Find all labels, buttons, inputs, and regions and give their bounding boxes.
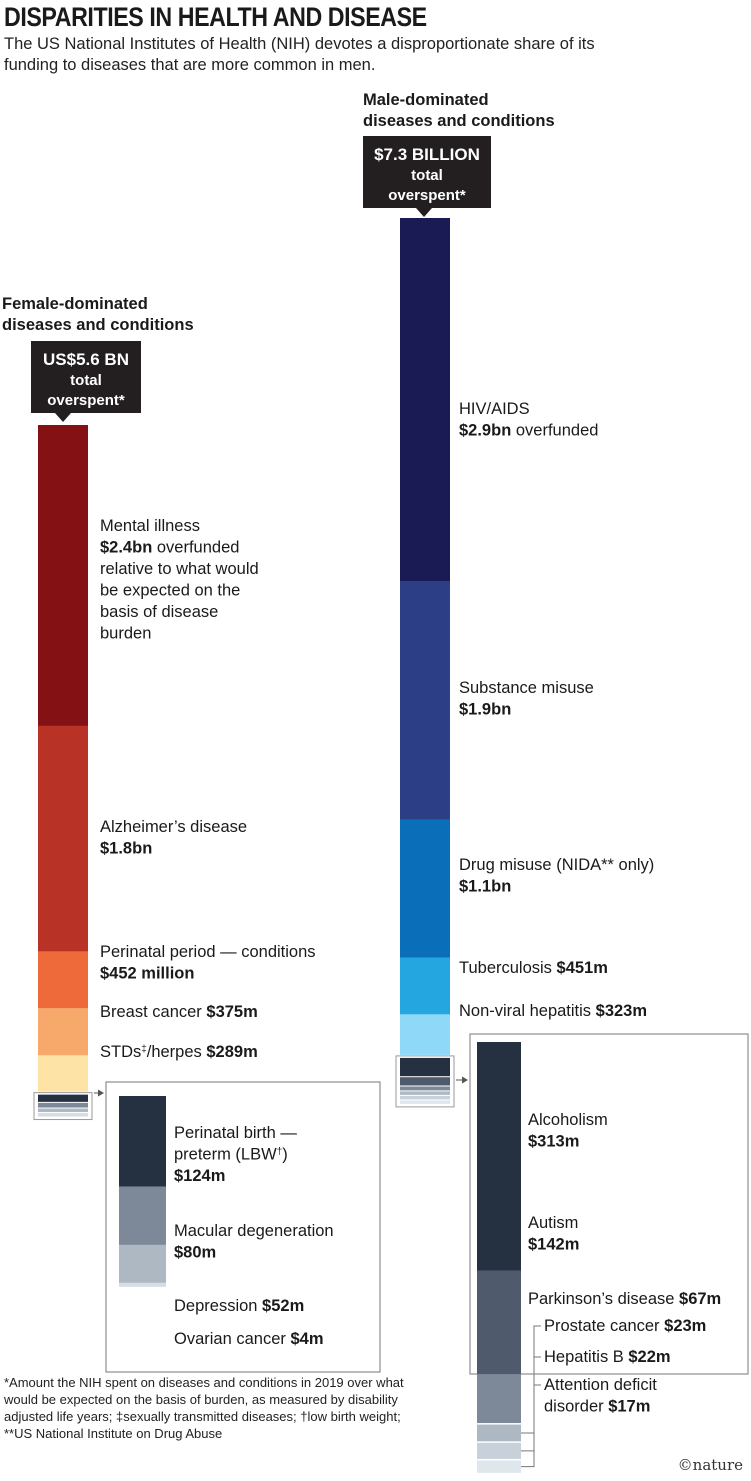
footnote-line-4: **US National Institute on Drug Abuse	[4, 1426, 223, 1441]
male-total-label: $7.3 BILLION total overspent*	[374, 145, 480, 204]
male-inset-bar-prostate-cancer	[477, 1424, 521, 1442]
female-bar-stds-herpes	[38, 1055, 88, 1092]
male-label-hiv-aids: HIV/AIDS $2.9bn overfunded	[459, 400, 598, 440]
male-inset-bar-alcoholism	[477, 1042, 521, 1271]
male-label-drug-misuse-nida-only: Drug misuse (NIDA** only) $1.1bn	[459, 856, 654, 896]
male-label-non-viral-hepatitis: Non-viral hepatitis $323m	[459, 1002, 647, 1020]
male-heading: Male-dominated diseases and conditions	[363, 91, 555, 130]
male-inset-label-prostate-cancer: Prostate cancer $23m	[544, 1317, 706, 1335]
female-zoom-marker	[33, 1092, 93, 1121]
page-subtitle: The US National Institutes of Health (NI…	[4, 35, 595, 74]
female-small-bar-macular-degeneration	[38, 1102, 88, 1108]
female-inset-label-ovarian-cancer: Ovarian cancer $4m	[174, 1330, 324, 1348]
female-total-label: US$5.6 BN total overspent*	[43, 350, 129, 409]
male-label-substance-misuse: Substance misuse $1.9bn	[459, 679, 594, 719]
female-zoom-arrowhead	[98, 1089, 104, 1097]
male-inset-label-hepatitis-b: Hepatitis B $22m	[544, 1348, 671, 1366]
male-small-bar-parkinson-s-disease	[400, 1086, 450, 1091]
male-inset-label-attention-deficit-disorder: Attention deficit disorder $17m	[544, 1376, 657, 1416]
male-inset-label-parkinson-s-disease: Parkinson’s disease $67m	[528, 1290, 721, 1308]
female-inset-bar-perinatal-birth-preterm-lbw	[119, 1096, 166, 1187]
female-label-breast-cancer: Breast cancer $375m	[100, 1003, 258, 1021]
footnote-line-1: *Amount the NIH spent on diseases and co…	[4, 1375, 404, 1390]
male-zoom-marker	[395, 1055, 455, 1108]
female-inset-label-perinatal-birth-preterm-lbw: Perinatal birth — preterm (LBW†) $124m	[174, 1124, 297, 1185]
female-inset-bar-ovarian-cancer	[119, 1282, 166, 1287]
male-zoom-arrowhead	[462, 1076, 468, 1084]
male-small-bar-autism	[400, 1077, 450, 1086]
male-inset-bar-attention-deficit-disorder	[477, 1460, 521, 1473]
male-small-bar-hepatitis-b	[400, 1095, 450, 1100]
male-inset-bar-hepatitis-b	[477, 1442, 521, 1459]
female-label-alzheimer-s-disease: Alzheimer’s disease $1.8bn	[100, 818, 247, 858]
female-bar-alzheimer-s-disease	[38, 725, 88, 952]
footnote-line-2: would be expected on the basis of burden…	[4, 1392, 398, 1407]
male-bar-substance-misuse	[400, 581, 450, 820]
female-bar-breast-cancer	[38, 1008, 88, 1056]
female-bar-mental-illness	[38, 425, 88, 726]
female-inset-label-depression: Depression $52m	[174, 1297, 304, 1315]
male-small-bar-alcoholism	[400, 1057, 450, 1077]
female-inset-label-macular-degeneration: Macular degeneration $80m	[174, 1222, 334, 1262]
female-total-box	[31, 341, 141, 413]
female-label-stds-herpes: STDs‡/herpes $289m	[100, 1043, 258, 1061]
male-bar-drug-misuse-nida-only	[400, 819, 450, 958]
female-label-mental-illness: Mental illness $2.4bn overfunded relative …	[100, 517, 259, 643]
nature-credit: ©nature	[677, 1456, 743, 1474]
female-small-bar-ovarian-cancer	[38, 1113, 88, 1117]
footnote-line-3: adjusted life years; ‡sexually transmitt…	[4, 1409, 401, 1424]
page-title: DISPARITIES IN HEALTH AND DISEASE	[4, 2, 427, 32]
male-inset-bar-parkinson-s-disease	[477, 1374, 521, 1424]
male-inset-label-alcoholism: Alcoholism $313m	[528, 1111, 608, 1151]
male-total-box	[363, 136, 491, 208]
female-inset-bar-depression	[119, 1244, 166, 1283]
female-total-pointer	[55, 413, 71, 422]
female-inset-bar-macular-degeneration	[119, 1186, 166, 1245]
male-small-bar-attention-deficit-disorder	[400, 1100, 450, 1104]
male-small-bar-prostate-cancer	[400, 1091, 450, 1095]
female-small-bar-depression	[38, 1108, 88, 1113]
female-small-bar-perinatal-birth-preterm-lbw	[38, 1094, 88, 1102]
male-bar-tuberculosis	[400, 957, 450, 1015]
male-leader-attention-deficit-disorder	[521, 1384, 541, 1468]
female-heading: Female-dominated diseases and conditions	[2, 295, 194, 334]
female-bar-perinatal-period-conditions	[38, 951, 88, 1009]
male-bar-hiv-aids	[400, 218, 450, 582]
male-inset-label-autism: Autism $142m	[528, 1214, 579, 1254]
male-bar-non-viral-hepatitis	[400, 1014, 450, 1055]
male-total-pointer	[416, 208, 432, 217]
male-inset-bar-autism	[477, 1270, 521, 1375]
female-label-perinatal-period-conditions: Perinatal period — conditions $452 millio…	[100, 943, 316, 983]
male-label-tuberculosis: Tuberculosis $451m	[459, 959, 608, 977]
